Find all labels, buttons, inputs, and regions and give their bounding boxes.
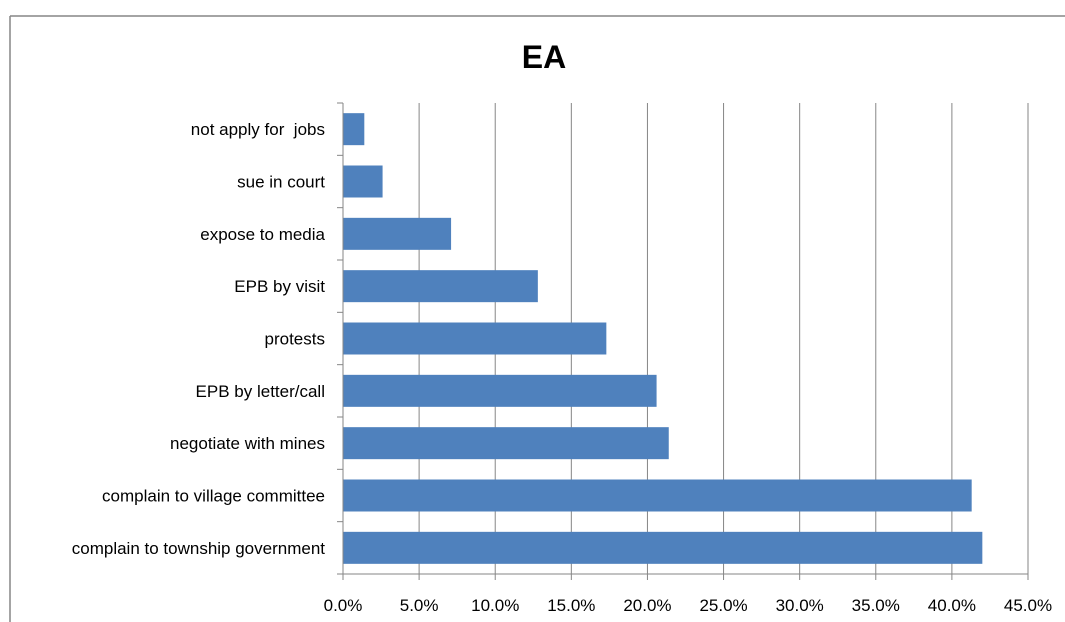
category-label: EPB by letter/call [196, 382, 325, 401]
bar [343, 479, 972, 512]
x-tick-label: 30.0% [776, 596, 824, 615]
tick-labels: 0.0% 5.0% 10.0% 15.0% 20.0% 25.0% 30.0% 35.0% 40… [324, 596, 1052, 615]
bar [343, 165, 383, 198]
x-tick-label: 20.0% [623, 596, 671, 615]
x-tick-label: 40.0% [928, 596, 976, 615]
bar [343, 531, 983, 564]
category-label: sue in court [237, 173, 325, 192]
x-tick-label: 5.0% [400, 596, 439, 615]
x-tick-label: 15.0% [547, 596, 595, 615]
x-tick-label: 10.0% [471, 596, 519, 615]
bar [343, 322, 607, 355]
x-tick-label: 0.0% [324, 596, 363, 615]
category-label: complain to township government [72, 539, 326, 558]
bar [343, 217, 452, 250]
bar [343, 113, 365, 146]
bar [343, 270, 538, 303]
category-label: expose to media [200, 225, 325, 244]
chart-title: EA [522, 39, 566, 75]
bar [343, 374, 657, 407]
x-tick-label: 35.0% [852, 596, 900, 615]
x-tick-label: 45.0% [1004, 596, 1052, 615]
category-label: protests [265, 330, 325, 349]
bars [343, 113, 983, 564]
category-label: not apply for jobs [191, 120, 325, 139]
category-label: EPB by visit [234, 277, 325, 296]
bar [343, 427, 669, 460]
category-label: complain to village committee [102, 487, 325, 506]
category-labels: not apply for jobs sue in court expose to … [72, 120, 326, 558]
x-tick-label: 25.0% [699, 596, 747, 615]
category-label: negotiate with mines [170, 434, 325, 453]
axes [337, 102, 1029, 580]
